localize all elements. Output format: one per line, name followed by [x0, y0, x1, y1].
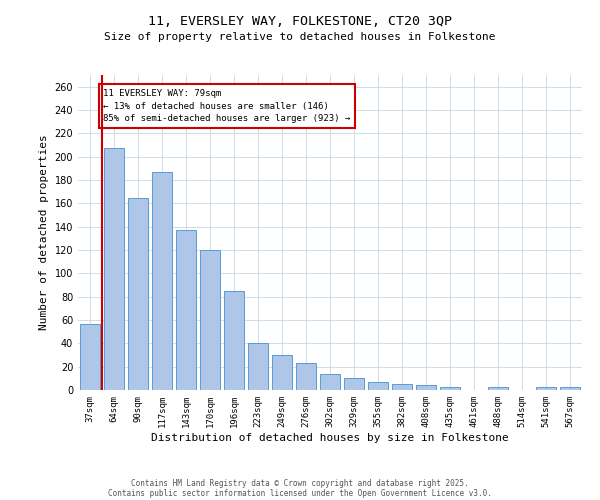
- Bar: [248, 344, 268, 390]
- X-axis label: Distribution of detached houses by size in Folkestone: Distribution of detached houses by size …: [151, 432, 509, 442]
- Y-axis label: Number of detached properties: Number of detached properties: [39, 134, 49, 330]
- Text: Size of property relative to detached houses in Folkestone: Size of property relative to detached ho…: [104, 32, 496, 42]
- Bar: [368, 382, 388, 390]
- Bar: [488, 386, 508, 390]
- Bar: [392, 384, 412, 390]
- Bar: [176, 230, 196, 390]
- Bar: [536, 386, 556, 390]
- Bar: [128, 198, 148, 390]
- Bar: [80, 324, 100, 390]
- Bar: [152, 172, 172, 390]
- Text: 11, EVERSLEY WAY, FOLKESTONE, CT20 3QP: 11, EVERSLEY WAY, FOLKESTONE, CT20 3QP: [148, 15, 452, 28]
- Text: 11 EVERSLEY WAY: 79sqm
← 13% of detached houses are smaller (146)
85% of semi-de: 11 EVERSLEY WAY: 79sqm ← 13% of detached…: [103, 89, 350, 123]
- Bar: [560, 386, 580, 390]
- Bar: [320, 374, 340, 390]
- Bar: [272, 355, 292, 390]
- Bar: [440, 386, 460, 390]
- Bar: [200, 250, 220, 390]
- Bar: [344, 378, 364, 390]
- Bar: [416, 386, 436, 390]
- Text: Contains HM Land Registry data © Crown copyright and database right 2025.: Contains HM Land Registry data © Crown c…: [131, 478, 469, 488]
- Bar: [104, 148, 124, 390]
- Text: Contains public sector information licensed under the Open Government Licence v3: Contains public sector information licen…: [108, 488, 492, 498]
- Bar: [224, 291, 244, 390]
- Bar: [296, 363, 316, 390]
